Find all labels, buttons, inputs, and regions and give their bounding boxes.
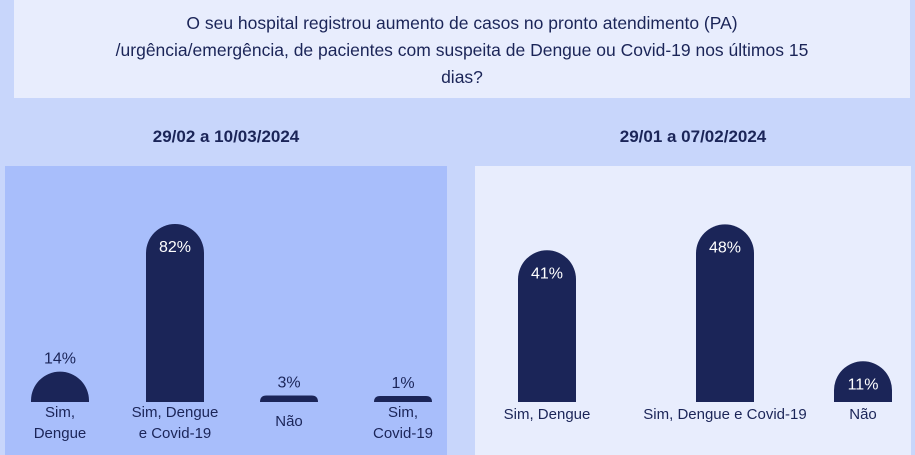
value-label-left-0: 14%	[44, 351, 76, 368]
category-label-left-1-1: e Covid-19	[139, 425, 212, 442]
value-label-right-1: 48%	[709, 239, 741, 256]
value-label-left-2: 3%	[277, 374, 300, 391]
category-label-right-2-0: Não	[849, 406, 877, 423]
bar-left-0	[31, 371, 89, 402]
bar-left-1	[146, 224, 204, 402]
category-label-left-0-1: Dengue	[34, 425, 87, 442]
category-label-left-2-0: Não	[275, 413, 303, 430]
question-line-3: dias?	[441, 67, 483, 87]
question-line-2: /urgência/emergência, de pacientes com s…	[115, 40, 809, 60]
question-box: O seu hospital registrou aumento de caso…	[14, 0, 910, 98]
chart-panel-right: 41% Sim, Dengue 48% Sim, Dengue e Covid-19 1…	[475, 166, 911, 455]
bar-chart-left: 14% Sim, Dengue 82% Sim, Dengue e Covid-19 3% N…	[31, 224, 433, 442]
category-label-left-0-0: Sim,	[45, 404, 75, 421]
bar-left-3	[374, 396, 432, 402]
value-label-left-1: 82%	[159, 239, 191, 256]
bar-chart-right: 41% Sim, Dengue 48% Sim, Dengue e Covid-19 1…	[504, 224, 892, 423]
value-label-right-2: 11%	[848, 376, 879, 393]
category-label-left-1-0: Sim, Dengue	[132, 404, 219, 421]
category-label-right-0-0: Sim, Dengue	[504, 406, 591, 423]
question-line-1: O seu hospital registrou aumento de caso…	[186, 13, 738, 33]
chart-title-right: 29/01 a 07/02/2024	[619, 127, 767, 146]
chart-panel-left: 14% Sim, Dengue 82% Sim, Dengue e Covid-19 3% N…	[5, 166, 447, 455]
bar-right-1	[696, 224, 754, 402]
value-label-right-0: 41%	[531, 265, 563, 282]
bar-right-2	[834, 361, 892, 402]
category-label-right-1-0: Sim, Dengue e Covid-19	[643, 406, 806, 423]
value-label-left-3: 1%	[391, 375, 414, 392]
category-label-left-3-1: Covid-19	[373, 425, 433, 442]
category-label-left-3-0: Sim,	[388, 404, 418, 421]
bar-left-2	[260, 395, 318, 402]
chart-title-left: 29/02 a 10/03/2024	[152, 127, 300, 146]
bar-right-0	[518, 250, 576, 402]
